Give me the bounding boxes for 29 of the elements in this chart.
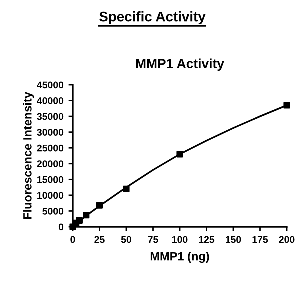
x-tick-label: 0 [70,236,76,244]
point [176,151,184,158]
point [76,217,83,224]
y-axis-title: Fluorescence Intensity [23,92,34,220]
x-tick-label: 125 [199,236,215,244]
x-tick-label: 100 [172,236,188,244]
chart-subtitle: MMP1 Activity [136,58,224,72]
y-tick-label: 25000 [37,144,64,152]
y-tick-label: 45000 [37,82,64,89]
y-tick-label: 15000 [38,176,64,184]
y-tick-label: 5000 [42,208,64,215]
y-tick-label: 10000 [38,192,64,200]
x-tick-label: 75 [148,236,158,244]
x-tick-label: 200 [279,236,295,244]
y-tick-label: 30000 [37,129,64,136]
x-tick-label: 50 [121,236,132,244]
x-tick-label: 25 [94,236,105,244]
x-tick-label: 150 [226,236,242,244]
y-tick-label: 35000 [37,113,64,120]
chart-title: Specific Activity [100,12,206,24]
x-axis-title: MMP1 (ng) [150,252,210,264]
y-tick-label: 0 [58,224,64,231]
y-tick-label: 40000 [37,98,64,104]
point [284,102,290,109]
point [83,212,90,219]
x-tick-label: 175 [252,236,268,244]
point [96,202,104,209]
point [123,186,130,192]
y-tick-label: 20000 [37,160,64,168]
